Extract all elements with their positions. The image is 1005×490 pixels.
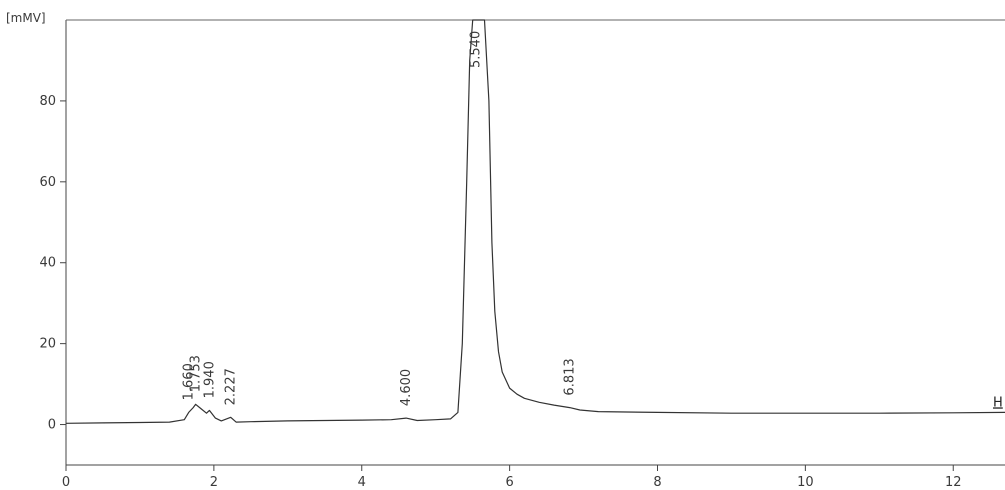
x-tick-label: 0 <box>62 475 70 490</box>
peak-label: 1.753 <box>189 355 204 392</box>
x-tick-label: 8 <box>653 475 661 490</box>
y-tick-label: 60 <box>39 175 56 190</box>
x-tick-label: 6 <box>505 475 513 490</box>
y-tick-label: 20 <box>39 337 56 352</box>
y-unit-label: [mMV] <box>6 11 46 25</box>
y-tick-label: 80 <box>39 94 56 109</box>
edge-label: H <box>993 395 1003 410</box>
peak-label: 1.660 <box>182 363 197 400</box>
peak-label: 4.600 <box>399 369 414 406</box>
peak-label: 2.227 <box>224 368 239 405</box>
peak-label: 1.940 <box>202 361 217 398</box>
x-tick-label: 4 <box>358 475 366 490</box>
chromatogram-trace <box>65 19 1005 424</box>
y-tick-label: 0 <box>48 418 56 433</box>
x-tick-label: 10 <box>797 475 814 490</box>
peak-label: 5.540 <box>469 31 484 68</box>
y-tick-label: 40 <box>39 256 56 271</box>
x-tick-label: 2 <box>210 475 218 490</box>
x-tick-label: 12 <box>945 475 962 490</box>
peak-label: 6.813 <box>563 358 578 395</box>
